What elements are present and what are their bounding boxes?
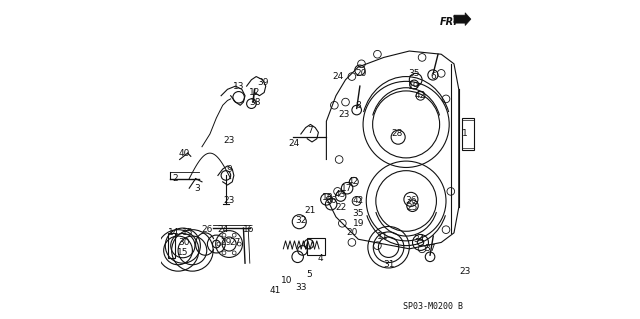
Text: 7: 7 bbox=[308, 126, 314, 135]
Text: 8: 8 bbox=[355, 101, 361, 110]
Text: 16: 16 bbox=[243, 225, 254, 234]
Text: 27: 27 bbox=[230, 238, 241, 247]
Text: 17: 17 bbox=[341, 184, 353, 193]
Text: 6: 6 bbox=[430, 72, 436, 81]
Text: 38: 38 bbox=[249, 98, 260, 107]
Text: 42: 42 bbox=[348, 177, 359, 186]
Text: 30: 30 bbox=[179, 238, 190, 247]
Bar bbox=[168, 233, 175, 258]
Text: 37: 37 bbox=[424, 244, 436, 253]
Bar bbox=[462, 120, 474, 148]
Text: 1: 1 bbox=[462, 130, 468, 138]
Text: 4: 4 bbox=[317, 254, 323, 263]
Text: 41: 41 bbox=[269, 286, 281, 295]
Bar bbox=[307, 238, 324, 255]
Text: 36: 36 bbox=[325, 197, 337, 205]
Text: 11: 11 bbox=[376, 232, 388, 241]
Text: 36: 36 bbox=[405, 197, 417, 205]
Text: 24: 24 bbox=[332, 72, 343, 81]
Text: 28: 28 bbox=[391, 130, 403, 138]
Text: 24: 24 bbox=[217, 225, 228, 234]
FancyArrow shape bbox=[454, 13, 471, 26]
Text: FR.: FR. bbox=[440, 17, 458, 27]
Text: 35: 35 bbox=[353, 209, 364, 218]
Text: 20: 20 bbox=[346, 228, 358, 237]
Text: 12: 12 bbox=[249, 88, 260, 97]
Text: 24: 24 bbox=[289, 139, 300, 148]
Text: 29: 29 bbox=[220, 238, 232, 247]
Text: 26: 26 bbox=[201, 225, 212, 234]
Text: 13: 13 bbox=[233, 82, 244, 91]
Text: 19: 19 bbox=[353, 219, 364, 228]
Text: 9: 9 bbox=[226, 165, 232, 174]
Text: 23: 23 bbox=[338, 110, 349, 119]
Text: 2: 2 bbox=[172, 174, 178, 183]
Text: 20: 20 bbox=[356, 69, 367, 78]
Text: 33: 33 bbox=[295, 283, 307, 292]
Text: 42: 42 bbox=[353, 197, 364, 205]
Text: 42: 42 bbox=[415, 91, 426, 100]
Text: 22: 22 bbox=[335, 203, 346, 212]
Bar bbox=[462, 118, 474, 150]
Text: 14: 14 bbox=[168, 228, 179, 237]
Text: 43: 43 bbox=[335, 190, 346, 199]
Text: 15: 15 bbox=[182, 228, 193, 237]
Text: 25: 25 bbox=[407, 203, 418, 212]
Text: 23: 23 bbox=[460, 267, 471, 276]
Text: 34: 34 bbox=[413, 235, 424, 244]
Text: 5: 5 bbox=[306, 270, 312, 279]
Text: 23: 23 bbox=[223, 197, 235, 205]
Text: 21: 21 bbox=[305, 206, 316, 215]
Text: 39: 39 bbox=[257, 78, 268, 87]
Text: 19: 19 bbox=[408, 82, 420, 91]
Text: 32: 32 bbox=[295, 216, 307, 225]
Text: 10: 10 bbox=[281, 276, 292, 285]
Text: 15: 15 bbox=[177, 248, 189, 256]
Text: 40: 40 bbox=[179, 149, 190, 158]
Text: 18: 18 bbox=[322, 193, 333, 202]
Text: 23: 23 bbox=[223, 136, 235, 145]
Text: SP03-M0200 B: SP03-M0200 B bbox=[403, 302, 463, 311]
Text: 3: 3 bbox=[195, 184, 200, 193]
Text: 31: 31 bbox=[383, 260, 394, 269]
Text: 35: 35 bbox=[408, 69, 420, 78]
